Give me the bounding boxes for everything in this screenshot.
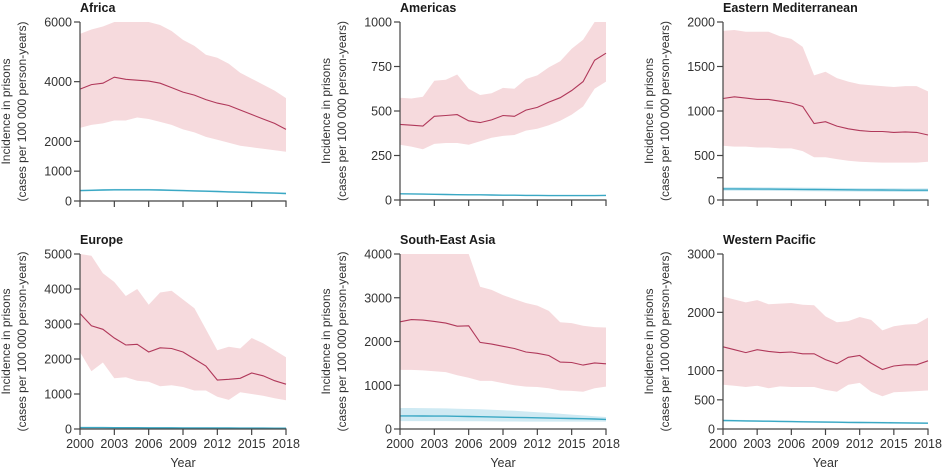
western-pacific-x-tick-label: 2000 (709, 437, 737, 451)
panel-africa: 0 1000 2000 4000 6000 Africa Incidence in pris… (0, 1, 287, 209)
western-pacific-x-tick-label: 2018 (914, 437, 942, 451)
europe-y-tick-label: 1000 (44, 388, 72, 402)
south-east-asia-y-axis-label: Incidence in prisons (319, 288, 333, 394)
south-east-asia-x-tick-label: 2009 (489, 437, 517, 451)
africa-y-tick-label: 1000 (44, 165, 72, 179)
europe-x-tick-label: 2012 (203, 437, 231, 451)
africa-general-population-line (79, 189, 287, 195)
south-east-asia-y-tick-label: 4000 (364, 248, 392, 262)
south-east-asia-x-tick-label: 2018 (592, 437, 620, 451)
eastern-mediterranean-y-tick-label: 1500 (687, 60, 715, 74)
south-east-asia-x-tick-label: 2012 (523, 437, 551, 451)
western-pacific-prisons-uncertainty-band (723, 296, 928, 397)
europe-x-tick-label: 2006 (135, 437, 163, 451)
eastern-mediterranean-title: Eastern Mediterranean (723, 1, 858, 15)
western-pacific-y-tick-label: 0 (708, 423, 715, 437)
south-east-asia-x-tick-label: 2006 (455, 437, 483, 451)
panel-western-pacific: 0 500 1000 2000 3000 2000 2003 2006 2009 2012 2015… (642, 233, 942, 470)
europe-y-tick-label: 5000 (44, 248, 72, 262)
africa-y-axis-label: (cases per 100 000 person-years) (15, 21, 29, 201)
africa-y-tick-label: 0 (65, 195, 72, 209)
south-east-asia-y-tick-label: 1000 (364, 379, 392, 393)
europe-x-tick-label: 2009 (169, 437, 197, 451)
eastern-mediterranean-y-tick-label: 2000 (687, 16, 715, 30)
south-east-asia-prisons-uncertainty-band (400, 254, 606, 392)
south-east-asia-x-tick-label: 2003 (420, 437, 448, 451)
africa-title: Africa (80, 1, 116, 15)
western-pacific-y-tick-label: 3000 (687, 248, 715, 262)
europe-y-tick-label: 2000 (44, 353, 72, 367)
western-pacific-x-tick-label: 2009 (812, 437, 840, 451)
western-pacific-x-axis-label: Year (813, 456, 838, 470)
americas-y-tick-label: 500 (371, 105, 392, 119)
south-east-asia-y-tick-label: 3000 (364, 291, 392, 305)
south-east-asia-x-tick-label: 2000 (386, 437, 414, 451)
europe-y-tick-label: 4000 (44, 283, 72, 297)
western-pacific-x-tick-label: 2015 (880, 437, 908, 451)
europe-prisons-uncertainty-band (80, 254, 286, 401)
eastern-mediterranean-y-axis-label: Incidence in prisons (642, 58, 656, 164)
europe-y-tick-label: 3000 (44, 318, 72, 332)
eastern-mediterranean-y-axis-label: (cases per 100 000 person-years) (658, 21, 672, 201)
eastern-mediterranean-y-tick-label: 1000 (687, 105, 715, 119)
europe-x-tick-label: 2015 (238, 437, 266, 451)
africa-prisons-uncertainty-band (80, 22, 286, 152)
africa-y-tick-label: 4000 (44, 75, 72, 89)
americas-general-population-line (399, 193, 607, 197)
south-east-asia-x-tick-label: 2015 (558, 437, 586, 451)
americas-y-tick-label: 1000 (364, 16, 392, 30)
europe-x-tick-label: 2000 (66, 437, 94, 451)
western-pacific-y-tick-label: 2000 (687, 306, 715, 320)
south-east-asia-y-axis-label: (cases per 100 000 person-years) (335, 251, 349, 431)
western-pacific-x-tick-label: 2006 (777, 437, 805, 451)
western-pacific-title: Western Pacific (723, 233, 816, 247)
panel-americas: 0 250 500 750 1000 Americas Incidence in priso… (319, 1, 607, 208)
americas-title: Americas (400, 1, 456, 15)
americas-y-axis-label: (cases per 100 000 person-years) (335, 21, 349, 201)
europe-y-axis-label: Incidence in prisons (0, 288, 13, 394)
eastern-mediterranean-prisons-uncertainty-band (723, 30, 928, 163)
europe-x-tick-label: 2018 (272, 437, 300, 451)
western-pacific-y-axis-label: Incidence in prisons (642, 288, 656, 394)
panel-south-east-asia: 0 1000 2000 3000 4000 2000 2003 2006 2009 2012 201… (319, 233, 620, 470)
panel-eastern-mediterranean: 0 500 1000 1500 2000 Eastern Mediterranean Inc… (642, 1, 929, 208)
americas-prisons-uncertainty-band (400, 22, 606, 150)
south-east-asia-title: South-East Asia (400, 233, 496, 247)
americas-y-tick-label: 750 (371, 60, 392, 74)
europe-title: Europe (80, 233, 123, 247)
africa-y-axis-label: Incidence in prisons (0, 58, 13, 164)
western-pacific-y-axis-label: (cases per 100 000 person-years) (658, 251, 672, 431)
africa-y-tick-label: 6000 (44, 16, 72, 30)
americas-y-axis-label: Incidence in prisons (319, 58, 333, 164)
eastern-mediterranean-y-tick-label: 0 (708, 194, 715, 208)
western-pacific-y-tick-label: 500 (694, 393, 715, 407)
western-pacific-x-tick-label: 2003 (743, 437, 771, 451)
europe-y-tick-label: 0 (65, 423, 72, 437)
south-east-asia-general-population-uncertainty-band (400, 408, 606, 422)
africa-y-tick-label: 2000 (44, 135, 72, 149)
western-pacific-x-tick-label: 2012 (846, 437, 874, 451)
europe-x-axis-label: Year (170, 456, 195, 470)
europe-y-axis-label: (cases per 100 000 person-years) (15, 251, 29, 431)
europe-x-tick-label: 2003 (100, 437, 128, 451)
panel-europe: 0 1000 2000 3000 4000 5000 2000 2003 2006 2009 201… (0, 233, 300, 470)
eastern-mediterranean-y-tick-label: 500 (694, 149, 715, 163)
western-pacific-y-tick-label: 1000 (687, 364, 715, 378)
americas-y-tick-label: 0 (385, 194, 392, 208)
americas-y-tick-label: 250 (371, 149, 392, 163)
south-east-asia-y-tick-label: 2000 (364, 335, 392, 349)
south-east-asia-y-tick-label: 0 (385, 423, 392, 437)
south-east-asia-x-axis-label: Year (490, 456, 515, 470)
